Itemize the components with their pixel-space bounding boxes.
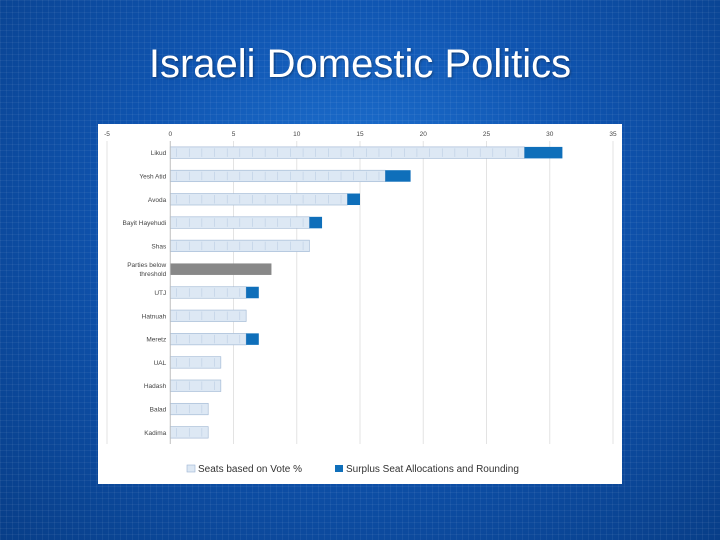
category-label: Balad bbox=[150, 407, 167, 414]
x-tick-label: -5 bbox=[104, 131, 110, 138]
legend-swatch-vote bbox=[186, 464, 196, 473]
chart-panel: -5 0 5 10 15 20 25 30 35 Likud Yesh Atid Avoda Bayit… bbox=[98, 124, 622, 484]
legend-swatch-surplus bbox=[335, 465, 343, 472]
category-label: Hadash bbox=[144, 383, 167, 390]
category-label: Meretz bbox=[146, 337, 166, 344]
category-label: Avoda bbox=[148, 197, 167, 204]
seat-bar-chart: -5 0 5 10 15 20 25 30 35 Likud Yesh Atid Avoda Bayit… bbox=[104, 131, 617, 475]
vote-seat-bar bbox=[169, 309, 247, 322]
vote-seat-bar bbox=[169, 356, 222, 369]
vote-seat-bar bbox=[169, 146, 525, 159]
surplus-seat-bar bbox=[385, 170, 411, 182]
x-tick-label: 15 bbox=[356, 131, 364, 138]
below-threshold-bar bbox=[170, 263, 272, 275]
x-tick-label: 5 bbox=[232, 131, 236, 138]
surplus-seat-bar bbox=[524, 146, 563, 159]
vote-seat-bar bbox=[169, 333, 247, 346]
x-tick-label: 0 bbox=[168, 131, 172, 138]
surplus-seat-bar bbox=[246, 333, 259, 345]
vote-seat-bar bbox=[169, 193, 348, 206]
category-label: Bayit Hayehudi bbox=[123, 220, 167, 227]
category-label: Likud bbox=[151, 150, 167, 157]
surplus-seat-bar bbox=[347, 193, 360, 206]
slide-title: Israeli Domestic Politics bbox=[148, 42, 572, 86]
surplus-seat-bar bbox=[309, 216, 323, 229]
legend-label-vote: Seats based on Vote % bbox=[198, 464, 302, 475]
x-tick-label: 25 bbox=[483, 131, 491, 138]
surplus-seat-bar bbox=[246, 286, 259, 299]
x-tick-label: 20 bbox=[420, 131, 428, 138]
legend-label-surplus: Surplus Seat Allocations and Rounding bbox=[346, 464, 519, 475]
category-label: Yesh Atid bbox=[139, 173, 166, 180]
category-label: Hatnuah bbox=[142, 313, 167, 320]
category-label: threshold bbox=[140, 271, 167, 278]
x-tick-label: 30 bbox=[546, 131, 554, 138]
category-label: UTJ bbox=[154, 290, 166, 297]
category-label: Parties below bbox=[127, 262, 166, 269]
category-label: UAL bbox=[154, 360, 167, 367]
vote-seat-bar bbox=[169, 286, 247, 299]
x-tick-label: 10 bbox=[293, 131, 301, 138]
vote-seat-bar bbox=[169, 379, 222, 392]
x-tick-label: 35 bbox=[609, 131, 617, 138]
category-label: Shas bbox=[151, 243, 167, 250]
category-label: Kadima bbox=[144, 430, 166, 437]
